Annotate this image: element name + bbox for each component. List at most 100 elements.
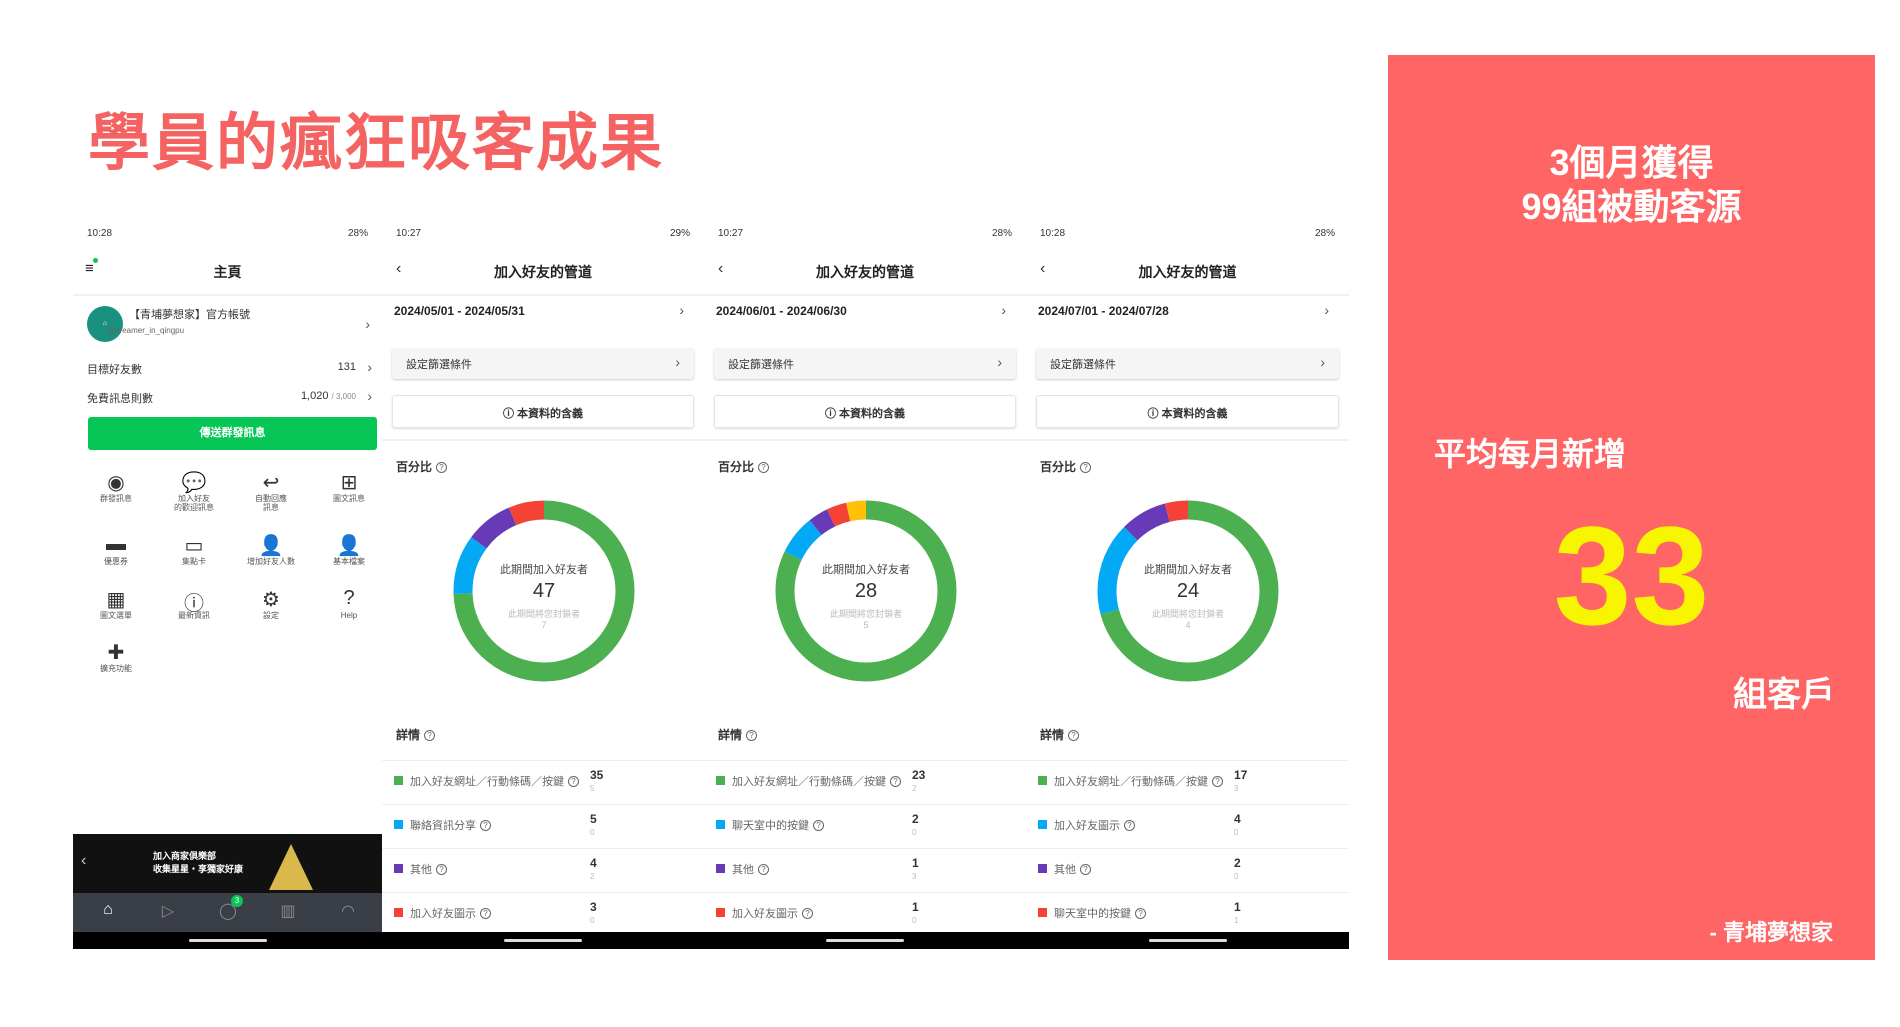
play-icon[interactable]: ▷ [161, 903, 175, 920]
grid-item[interactable]: ◉ 群發訊息 [81, 470, 151, 503]
grid-item[interactable]: ⚙ 設定 [236, 587, 306, 620]
help-icon: ? [890, 776, 901, 787]
filter-button[interactable]: 設定篩選條件 › [714, 348, 1016, 379]
chevron-right-icon[interactable]: › [1001, 302, 1006, 318]
center-label: 此期間加入好友者 [822, 564, 910, 576]
grid-item[interactable]: 👤 增加好友人數 [236, 533, 306, 566]
chevron-right-icon[interactable]: › [679, 302, 684, 318]
chevron-right-icon[interactable]: › [365, 316, 370, 332]
help-icon: ? [802, 908, 813, 919]
table-row[interactable]: 加入好友網址／行動條碼／按鍵? 23 2 [704, 760, 1026, 804]
back-arrow-icon[interactable]: ‹ [396, 260, 402, 277]
donut-segment [775, 500, 957, 682]
data-meaning-button[interactable]: ⓘ 本資料的含義 [1036, 395, 1339, 428]
grid-item[interactable]: ▭ 集點卡 [159, 533, 229, 566]
help-icon: ? [568, 776, 579, 787]
table-row[interactable]: 加入好友網址／行動條碼／按鍵? 17 3 [1026, 760, 1349, 804]
legend-swatch [394, 820, 403, 829]
stat-label: 免費訊息則數 [87, 393, 153, 405]
help-icon: ? [480, 820, 491, 831]
account-handle: @dreamer_in_qingpu [107, 326, 185, 335]
grid-item[interactable]: 💬 加入好友 的歡迎訊息 [159, 470, 229, 512]
table-row[interactable]: 聯絡資訊分享? 5 0 [382, 804, 704, 848]
info-icon: ⓘ [184, 593, 204, 615]
legend-swatch [394, 864, 403, 873]
point-card-icon: ▭ [184, 535, 204, 557]
table-row[interactable]: 加入好友圖示? 1 0 [704, 892, 1026, 936]
table-row[interactable]: 加入好友圖示? 3 0 [382, 892, 704, 936]
date-range[interactable]: 2024/07/01 - 2024/07/28 [1038, 304, 1169, 318]
row-value: 35 [590, 768, 604, 782]
filter-button[interactable]: 設定篩選條件 › [1036, 348, 1339, 379]
center-total: 47 [532, 580, 556, 602]
hamburger-menu-icon[interactable]: ≡ [85, 258, 98, 277]
pyramid-illustration [269, 844, 313, 890]
chevron-right-icon[interactable]: › [1324, 302, 1329, 318]
donut-center: 此期間加入好友者 47 此期間將您封鎖者 7 [452, 499, 636, 630]
profile-edit-icon: 👤 [336, 535, 362, 557]
bell-icon[interactable]: ◠ [341, 903, 355, 920]
hi-bubble-icon: 💬 [181, 472, 207, 494]
row-label: 其他? [1054, 861, 1091, 877]
chevron-right-icon[interactable]: › [367, 359, 372, 375]
back-arrow-icon[interactable]: ‹ [718, 260, 724, 277]
home-phone-screenshot: 10:28 28% ≡ 主頁 ⌂ 【青埔夢想家】官方帳號 @dreamer_in… [73, 224, 382, 949]
data-meaning-button[interactable]: ⓘ 本資料的含義 [714, 395, 1016, 428]
help-icon: ? [480, 908, 491, 919]
donut-segment [1097, 500, 1279, 682]
chat-icon[interactable]: ◯ 3 [213, 895, 243, 921]
date-range[interactable]: 2024/06/01 - 2024/06/30 [716, 304, 847, 318]
grid-item[interactable]: ? Help [314, 587, 382, 620]
table-row[interactable]: 聊天室中的按鍵? 1 1 [1026, 892, 1349, 936]
home-icon[interactable]: ⌂ [103, 901, 113, 918]
row-label: 加入好友圖示? [1054, 817, 1135, 833]
chart-icon[interactable]: ▥ [280, 903, 296, 920]
status-time: 10:27 [718, 228, 744, 239]
row-blocked: 5 [590, 784, 595, 793]
table-row[interactable]: 聊天室中的按鍵? 2 0 [704, 804, 1026, 848]
row-blocked: 0 [912, 916, 917, 925]
grid-item[interactable]: ⊞ 圖文訊息 [314, 470, 382, 503]
filter-button[interactable]: 設定篩選條件 › [392, 348, 694, 379]
row-blocked: 1 [1234, 916, 1239, 925]
row-label: 其他? [410, 861, 447, 877]
details-heading: 詳情? [1040, 726, 1080, 743]
back-arrow-icon[interactable]: ‹ [1040, 260, 1046, 277]
rich-menu-icon: ▦ [106, 589, 126, 611]
status-battery: 28% [991, 228, 1012, 239]
grid-item[interactable]: ⓘ 最新資訊 [159, 587, 229, 620]
stat-value[interactable]: 131 [338, 361, 356, 373]
legend-swatch [1038, 908, 1047, 917]
help-icon: ? [424, 730, 436, 741]
table-row[interactable]: 其他? 4 2 [382, 848, 704, 892]
date-range[interactable]: 2024/05/01 - 2024/05/31 [394, 304, 525, 318]
chevron-right-icon[interactable]: › [367, 388, 372, 404]
donut-center: 此期間加入好友者 24 此期間將您封鎖者 4 [1096, 499, 1280, 630]
table-row[interactable]: 加入好友圖示? 4 0 [1026, 804, 1349, 848]
row-blocked: 2 [912, 784, 917, 793]
status-bar: 10:27 28% [704, 228, 1026, 244]
chevron-right-icon: › [997, 354, 1002, 370]
grid-item[interactable]: ↩ 自動回應 訊息 [236, 470, 306, 512]
broadcast-button[interactable]: 傳送群發訊息 [88, 417, 377, 450]
status-battery: 28% [347, 228, 368, 239]
grid-item[interactable]: ✚ 擴充功能 [81, 640, 151, 673]
row-label: 加入好友網址／行動條碼／按鍵? [410, 773, 579, 789]
account-name[interactable]: 【青埔夢想家】官方帳號 [129, 309, 250, 321]
table-row[interactable]: 其他? 1 3 [704, 848, 1026, 892]
promo-banner[interactable]: ‹ 加入商家俱樂部 收集星星・享獨家好康 [73, 834, 382, 893]
grid-item[interactable]: ▬ 優惠券 [81, 533, 151, 566]
grid-label: 圖文訊息 [333, 494, 365, 503]
stat-value[interactable]: 1,020 / 3,000 [301, 390, 356, 402]
help-icon: ? [1135, 908, 1146, 919]
row-value: 4 [590, 856, 597, 870]
grid-item[interactable]: ▦ 圖文選單 [81, 587, 151, 620]
table-row[interactable]: 加入好友網址／行動條碼／按鍵? 35 5 [382, 760, 704, 804]
chevron-left-icon[interactable]: ‹ [81, 852, 87, 869]
grid-item[interactable]: 👤 基本檔案 [314, 533, 382, 566]
help-icon: ? [1068, 730, 1080, 741]
data-meaning-button[interactable]: ⓘ 本資料的含義 [392, 395, 694, 428]
donut-chart [775, 500, 957, 682]
table-row[interactable]: 其他? 2 0 [1026, 848, 1349, 892]
grid-label: 增加好友人數 [247, 557, 295, 566]
